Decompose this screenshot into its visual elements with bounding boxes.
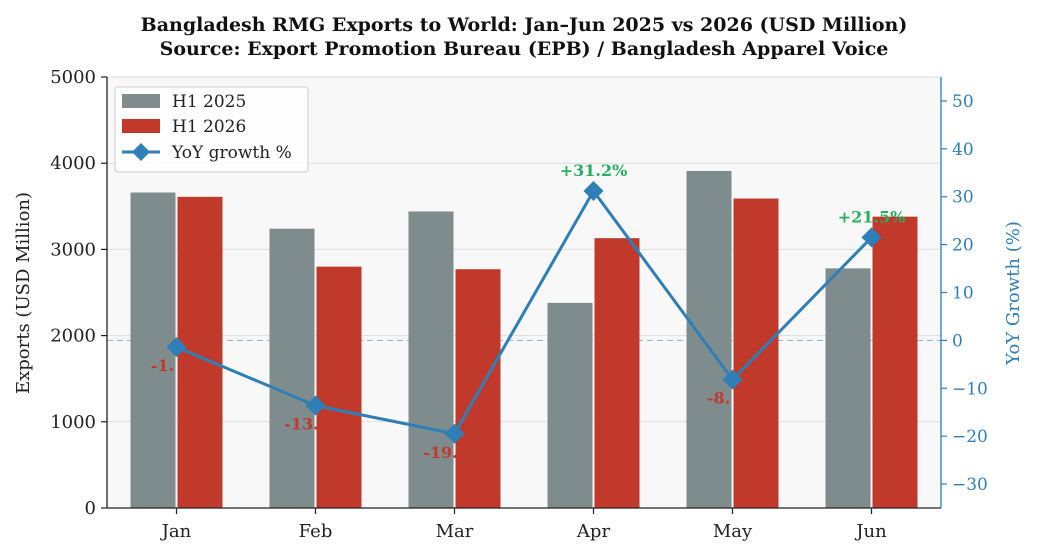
legend-label-yoy: YoY growth % bbox=[171, 143, 292, 163]
right-y-tick-label: 50 bbox=[952, 92, 974, 112]
right-y-axis-label: YoY Growth (%) bbox=[1003, 221, 1024, 366]
x-tick-label: Jan bbox=[160, 521, 192, 542]
bar-h1-2025-jun bbox=[825, 268, 871, 508]
growth-line-series bbox=[166, 180, 882, 444]
yoy-marker-apr bbox=[583, 180, 604, 201]
yoy-annotation-mar: -19. bbox=[423, 443, 457, 462]
right-y-tick-label: −30 bbox=[952, 475, 988, 495]
growth-annotations: -1. -13. -19. +31.2% -8. +21.5% bbox=[151, 161, 905, 462]
legend-label-h1-2025: H1 2025 bbox=[172, 92, 246, 112]
y-tick-label: 5000 bbox=[50, 67, 96, 88]
x-tick-label: Feb bbox=[299, 521, 333, 542]
legend: H1 2025 H1 2026 YoY growth % bbox=[114, 86, 309, 173]
yoy-annotation-apr: +31.2% bbox=[560, 161, 628, 180]
yoy-marker-jan bbox=[166, 337, 187, 358]
bar-h1-2026-jan bbox=[177, 196, 223, 508]
bar-h1-2026-mar bbox=[455, 269, 501, 508]
right-y-tick-label: −20 bbox=[952, 427, 988, 447]
bar-h1-2026-feb bbox=[316, 266, 362, 508]
chart-title: Bangladesh RMG Exports to World: Jan–Jun… bbox=[141, 14, 908, 36]
bar-h1-2026-may bbox=[733, 198, 779, 509]
legend-label-h1-2026: H1 2026 bbox=[172, 117, 246, 137]
bar-series bbox=[130, 170, 918, 509]
y-tick-label: 3000 bbox=[50, 239, 96, 260]
x-tick-label: Mar bbox=[436, 521, 474, 542]
x-tick-label: May bbox=[713, 521, 753, 542]
right-y-tick-label: 10 bbox=[952, 284, 974, 304]
legend-swatch-h1-2026 bbox=[122, 119, 160, 133]
y-tick-label: 2000 bbox=[50, 326, 96, 347]
yoy-annotation-may: -8. bbox=[707, 389, 730, 408]
right-y-tick-label: 20 bbox=[952, 236, 974, 256]
bar-h1-2025-apr bbox=[547, 302, 593, 508]
right-y-tick-label: 40 bbox=[952, 140, 974, 160]
legend-swatch-h1-2025 bbox=[122, 94, 160, 108]
legend-box bbox=[114, 86, 309, 173]
right-y-tick-label: −10 bbox=[952, 379, 988, 399]
yoy-marker-jun bbox=[861, 227, 882, 248]
y-tick-label: 4000 bbox=[50, 153, 96, 174]
x-tick-label: Jun bbox=[854, 521, 887, 542]
yoy-marker-mar bbox=[444, 423, 465, 444]
bar-h1-2025-mar bbox=[408, 211, 454, 509]
right-axis-ticks: −30 −20 −10 0 10 20 30 40 50 bbox=[941, 92, 988, 495]
yoy-marker-feb bbox=[305, 395, 326, 416]
right-y-tick-label: 30 bbox=[952, 188, 974, 208]
right-y-tick-label: 0 bbox=[952, 331, 963, 351]
yoy-annotation-feb: -13. bbox=[284, 415, 318, 434]
yoy-annotation-jan: -1. bbox=[151, 356, 174, 375]
bar-h1-2026-apr bbox=[594, 238, 640, 508]
yoy-growth-line bbox=[175, 189, 873, 436]
y-axis-label: Exports (USD Million) bbox=[13, 192, 34, 394]
legend-marker-yoy bbox=[132, 143, 150, 161]
x-tick-label: Apr bbox=[576, 521, 611, 542]
yoy-annotation-jun: +21.5% bbox=[838, 207, 906, 226]
x-axis-ticks: Jan Feb Mar Apr May Jun bbox=[160, 508, 887, 542]
left-axis-ticks: 0 1000 2000 3000 4000 5000 bbox=[50, 67, 107, 519]
bar-h1-2025-may bbox=[686, 170, 732, 508]
bar-h1-2026-jun bbox=[872, 216, 918, 509]
chart-subtitle: Source: Export Promotion Bureau (EPB) / … bbox=[160, 38, 889, 60]
y-tick-label: 1000 bbox=[50, 412, 96, 433]
bar-h1-2025-feb bbox=[269, 228, 315, 508]
y-tick-label: 0 bbox=[85, 498, 96, 519]
bar-h1-2025-jan bbox=[130, 192, 176, 508]
yoy-marker-may bbox=[722, 369, 743, 390]
